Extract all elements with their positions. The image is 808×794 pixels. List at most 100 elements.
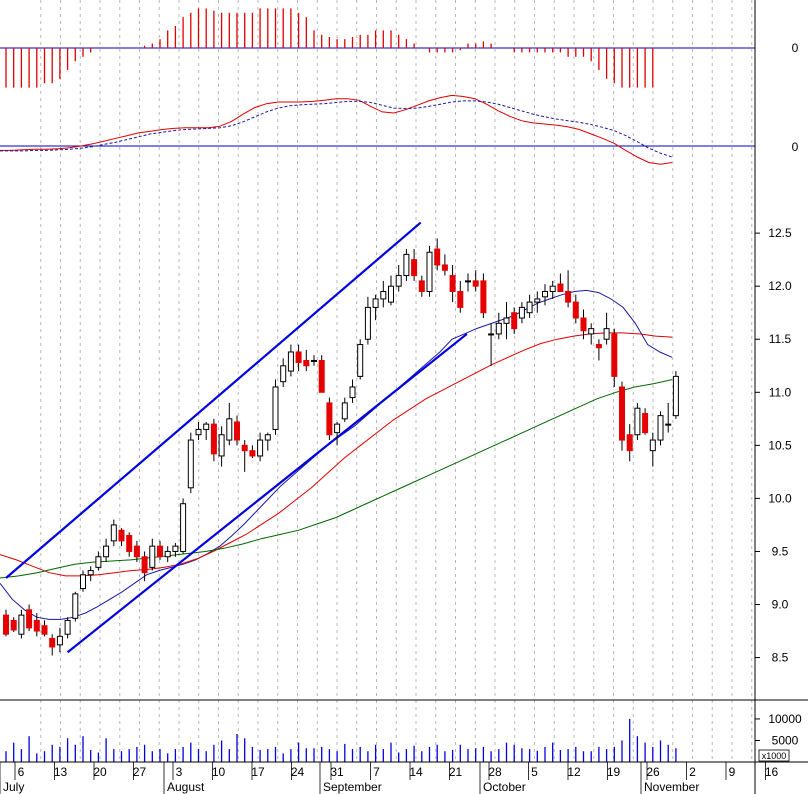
candle-body xyxy=(441,264,448,271)
candle-up xyxy=(395,264,402,292)
candle-body xyxy=(480,280,487,314)
candle-body xyxy=(457,290,464,308)
candle-up xyxy=(488,323,495,366)
price-tick-label: 10.5 xyxy=(768,438,792,452)
candle-up xyxy=(357,339,364,380)
x-day-label: 20 xyxy=(93,765,107,779)
candle-body xyxy=(41,625,48,635)
candle-body xyxy=(349,386,356,399)
volume-tick-label: 5000 xyxy=(772,733,799,747)
candle-up xyxy=(526,294,533,319)
x-day-label: 13 xyxy=(54,765,68,779)
candle-body xyxy=(3,614,9,635)
candle-body xyxy=(518,306,525,319)
candle-body xyxy=(56,635,63,646)
candle-body xyxy=(303,359,310,367)
candle-body xyxy=(634,407,641,436)
candle-body xyxy=(157,545,163,558)
candle-down xyxy=(565,270,572,308)
candle-body xyxy=(257,439,264,457)
x-month-label: September xyxy=(323,780,382,794)
candle-down xyxy=(441,254,448,276)
candle-body xyxy=(210,423,217,455)
x-month-label: November xyxy=(644,780,699,794)
candle-down xyxy=(318,355,325,393)
candle-up xyxy=(657,411,664,446)
candle-up xyxy=(257,432,264,462)
candle-body xyxy=(511,312,518,330)
candle-body xyxy=(657,415,664,441)
candle-down xyxy=(480,273,487,319)
candle-up xyxy=(280,358,287,387)
candle-body xyxy=(549,285,556,292)
candle-body xyxy=(203,423,210,430)
candle-up xyxy=(218,426,225,467)
candle-down xyxy=(642,408,649,435)
candle-up xyxy=(549,280,556,299)
x-day-label: 28 xyxy=(488,765,502,779)
candle-down xyxy=(457,280,464,313)
moving-average-mid xyxy=(0,332,673,577)
candle-up xyxy=(364,296,371,345)
candle-body xyxy=(218,434,225,457)
volume-unit-box xyxy=(758,749,790,762)
candle-down xyxy=(411,249,418,281)
candle-body xyxy=(472,280,479,287)
candle-up xyxy=(110,519,117,547)
candle-down xyxy=(572,294,579,324)
candle-down xyxy=(126,532,133,557)
price-tick-label: 9.0 xyxy=(772,598,789,612)
candle-up xyxy=(588,323,595,345)
candle-body xyxy=(557,283,564,292)
candle-up xyxy=(495,312,502,340)
x-day-label: 3 xyxy=(176,765,183,779)
x-day-label: 24 xyxy=(291,765,305,779)
macd-signal-line xyxy=(0,100,673,158)
candle-body xyxy=(80,574,86,590)
candle-down xyxy=(41,620,48,637)
macd-zero-tick: 0 xyxy=(792,140,799,154)
candle-up xyxy=(72,591,79,622)
candle-up xyxy=(518,302,525,324)
volume-unit-badge: x1000 xyxy=(758,749,790,762)
candle-body xyxy=(226,418,233,441)
candle-body xyxy=(272,386,279,430)
candle-body xyxy=(388,285,394,303)
candle-up xyxy=(311,355,317,366)
candle-up xyxy=(103,538,110,563)
candle-down xyxy=(234,415,240,446)
candle-up xyxy=(426,245,433,297)
candle-body xyxy=(488,333,495,336)
x-month-label: July xyxy=(3,780,24,794)
candle-up xyxy=(203,422,210,441)
candle-body xyxy=(234,421,240,441)
candle-body xyxy=(588,328,595,335)
candle-up xyxy=(164,546,171,563)
candle-down xyxy=(580,309,587,340)
candle-body xyxy=(411,259,418,277)
candle-down xyxy=(557,273,564,292)
candle-body xyxy=(287,351,294,372)
macd-histogram-panel: 0 xyxy=(0,8,799,88)
candle-up xyxy=(503,302,510,340)
candle-body xyxy=(364,306,371,340)
candle-body xyxy=(126,535,133,552)
moving-average-long xyxy=(0,379,673,579)
candle-up xyxy=(341,397,348,423)
candle-body xyxy=(133,545,140,558)
candle-down xyxy=(472,270,479,292)
candle-down xyxy=(295,344,302,372)
candle-body xyxy=(280,365,287,383)
candle-body xyxy=(572,301,579,319)
candle-up xyxy=(56,627,63,653)
candle-body xyxy=(164,550,171,558)
candle-up xyxy=(287,344,294,377)
price-tick-label: 11.0 xyxy=(769,385,792,399)
candle-body xyxy=(642,413,649,434)
candle-up xyxy=(403,249,410,281)
candle-body xyxy=(649,439,656,452)
candle-down xyxy=(449,264,456,303)
candle-down xyxy=(141,551,148,582)
candle-up xyxy=(80,570,86,592)
